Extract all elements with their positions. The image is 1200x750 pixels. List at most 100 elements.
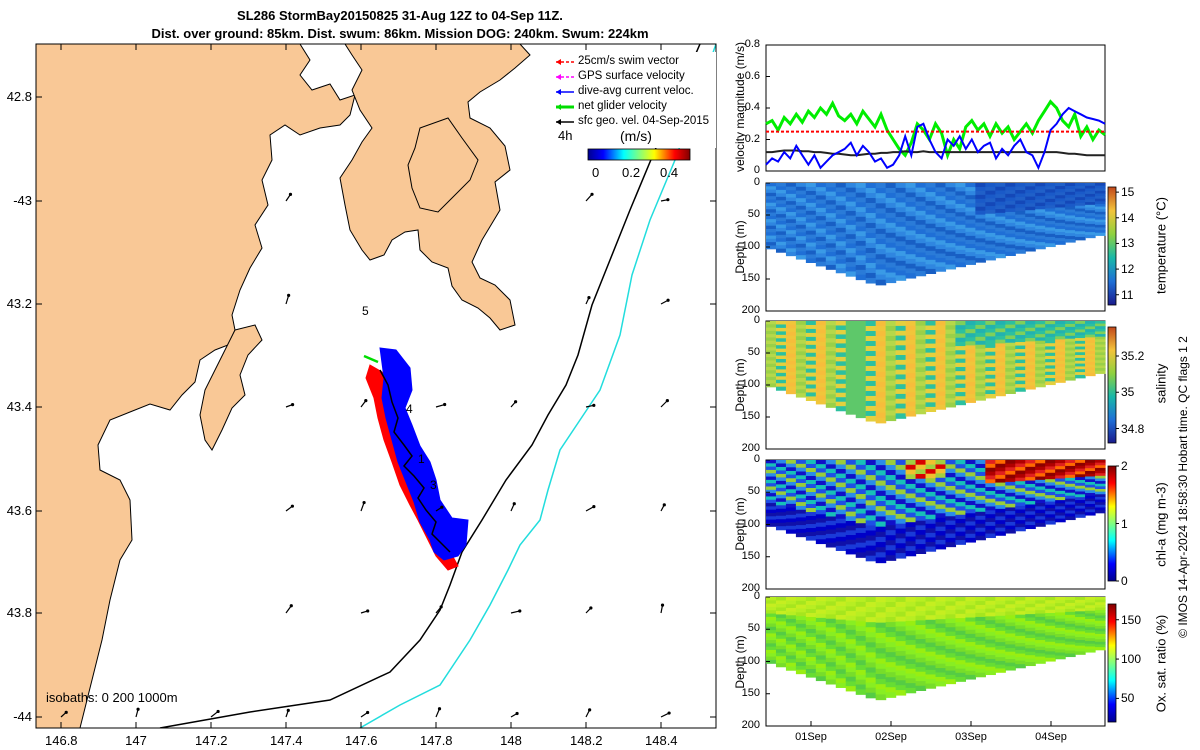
section-cell [865,212,877,219]
section-cell [825,213,837,219]
section-cell [1035,212,1046,217]
section-cell [1095,219,1106,223]
section-cell [1085,234,1096,239]
legend-item-label: 25cm/s swim vector [578,55,679,67]
section-cell [875,653,887,660]
section-cell [965,377,976,383]
section-cell [925,542,937,548]
section-cell [1095,644,1106,648]
section-cell [805,344,817,350]
section-cell [995,384,1006,389]
section-cell [1015,513,1026,518]
section-cell [1005,371,1016,376]
section-cell [1095,370,1106,374]
section-cell [795,631,807,636]
section-cell [925,393,937,399]
section-cell [995,183,1006,188]
section-cell [885,465,897,471]
section-cell [1055,213,1066,218]
colorbar-tick-label: 14 [1121,210,1135,225]
section-cell [835,496,847,502]
section-cell [815,333,827,339]
section-cell [1095,467,1106,472]
section-cell [985,213,996,219]
section-cell [1005,489,1016,494]
section-cell [955,502,967,507]
depth-tick-label: 200 [741,442,760,454]
section-cell [855,528,867,534]
section-cell [1005,364,1016,369]
section-cell [915,474,927,480]
section-cell [925,375,937,381]
colorbar-tick-label: 50 [1121,691,1135,706]
section-cell [845,187,857,193]
section-cell [945,238,957,244]
section-cell [905,659,917,665]
section-cell [775,460,787,465]
section-cell [895,255,907,262]
section-cell [955,191,967,197]
section-cell [865,480,877,486]
section-cell [1045,359,1056,363]
section-cell [785,324,797,329]
section-cell [795,528,807,534]
section-cell [855,383,867,390]
section-cell [975,368,986,373]
section-cell [875,238,887,245]
section-cell [985,624,996,629]
section-cell [1045,214,1056,219]
section-cell [935,636,947,643]
section-cell [825,516,837,522]
section-cell [1045,195,1056,200]
section-cell [805,250,817,256]
section-cell [845,238,857,245]
section-cell [766,616,777,621]
section-cell [785,186,797,191]
section-cell [955,493,967,499]
section-cell [775,494,787,499]
section-cell [1055,348,1066,353]
section-cell [975,388,986,393]
section-cell [865,192,877,199]
section-cell [1065,638,1076,643]
section-cell [885,400,897,407]
section-cell [1085,370,1096,374]
section-cell [825,499,837,505]
section-cell [1045,463,1056,467]
section-cell [845,353,857,359]
section-cell [985,647,996,652]
section-cell [905,220,917,227]
section-cell [1005,389,1016,394]
section-cell [795,243,807,249]
section-cell [766,610,777,615]
section-cell [1015,380,1026,385]
section-cell [885,677,897,683]
section-cell [955,510,967,516]
section-cell [1095,641,1106,646]
section-cell [766,493,777,498]
section-cell [825,355,837,361]
section-cell [766,519,777,524]
section-cell [815,672,827,677]
section-cell [965,386,976,391]
section-cell [975,202,986,208]
section-cell [925,370,937,376]
section-cell [885,380,897,387]
section-cell [965,533,976,539]
section-cell [835,268,847,274]
section-cell [905,616,917,622]
section-cell [885,667,897,673]
section-cell [1095,597,1106,601]
section-cell [805,388,817,394]
section-cell [955,651,967,657]
section-cell [855,412,867,419]
section-cell [865,326,877,332]
section-cell [825,490,837,496]
section-cell [1045,324,1056,328]
section-cell [955,660,967,665]
section-cell [1085,210,1096,214]
section-cell [1055,466,1066,470]
section-cell [985,374,996,380]
section-cell [1085,331,1096,336]
section-cell [895,621,907,627]
